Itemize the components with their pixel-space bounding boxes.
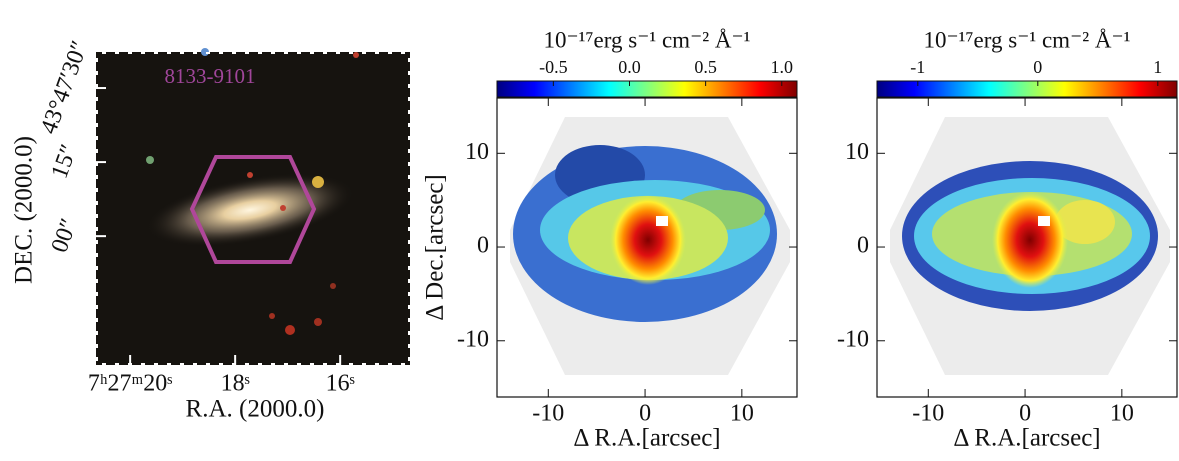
x-axis-label: R.A. (2000.0): [186, 396, 325, 423]
y-axis-label: DEC. (2000.0): [11, 136, 38, 284]
colorbar-tick-label: 0.0: [618, 57, 641, 77]
x-tick-label: 16ˢ: [326, 371, 355, 397]
y-tick-label: 15″: [47, 141, 83, 182]
colorbar-tick-label: 1: [1153, 57, 1162, 77]
y-tick-label: -10: [837, 326, 869, 352]
y-tick-label: 43°47′30″: [36, 38, 94, 138]
colorbar-tick-label: 1.0: [771, 57, 794, 77]
map-image: [890, 117, 1170, 375]
colorbar: [496, 80, 798, 98]
colorbar-tick-label: -0.5: [539, 57, 568, 77]
y-tick-label: 10: [465, 139, 489, 165]
object-label: 8133-9101: [165, 64, 256, 88]
y-axis-label: Δ Dec.[arcsec]: [422, 174, 449, 321]
y-tick-label: -10: [457, 326, 489, 352]
colorbar-label: 10⁻¹⁷erg s⁻¹ cm⁻² Å⁻¹: [923, 27, 1130, 52]
y-tick-label: 0: [477, 233, 489, 259]
x-axis-label: Δ R.A.[arcsec]: [953, 425, 1100, 452]
x-tick-label: 0: [1019, 401, 1031, 427]
colorbar-label: 10⁻¹⁷erg s⁻¹ cm⁻² Å⁻¹: [543, 27, 750, 52]
colorbar-tick-label: 0.5: [694, 57, 717, 77]
x-tick-label: -10: [912, 401, 944, 427]
x-tick-label: 10: [1110, 401, 1134, 427]
colorbar-tick-label: 0: [1033, 57, 1042, 77]
x-axis-label: Δ R.A.[arcsec]: [573, 425, 720, 452]
x-tick-label: 0: [639, 401, 651, 427]
x-tick-label: 10: [730, 401, 754, 427]
sky-image: [96, 48, 410, 365]
map-image: [510, 117, 790, 375]
y-tick-label: 00″: [47, 215, 83, 256]
x-tick-label: 7ʰ27ᵐ20ˢ: [88, 371, 173, 397]
colorbar: [876, 80, 1178, 98]
y-tick-label: 10: [845, 139, 869, 165]
y-tick-label: 0: [857, 233, 869, 259]
colorbar-tick-label: -1: [910, 57, 925, 77]
x-tick-label: 18ˢ: [221, 371, 250, 397]
x-tick-label: -10: [532, 401, 564, 427]
